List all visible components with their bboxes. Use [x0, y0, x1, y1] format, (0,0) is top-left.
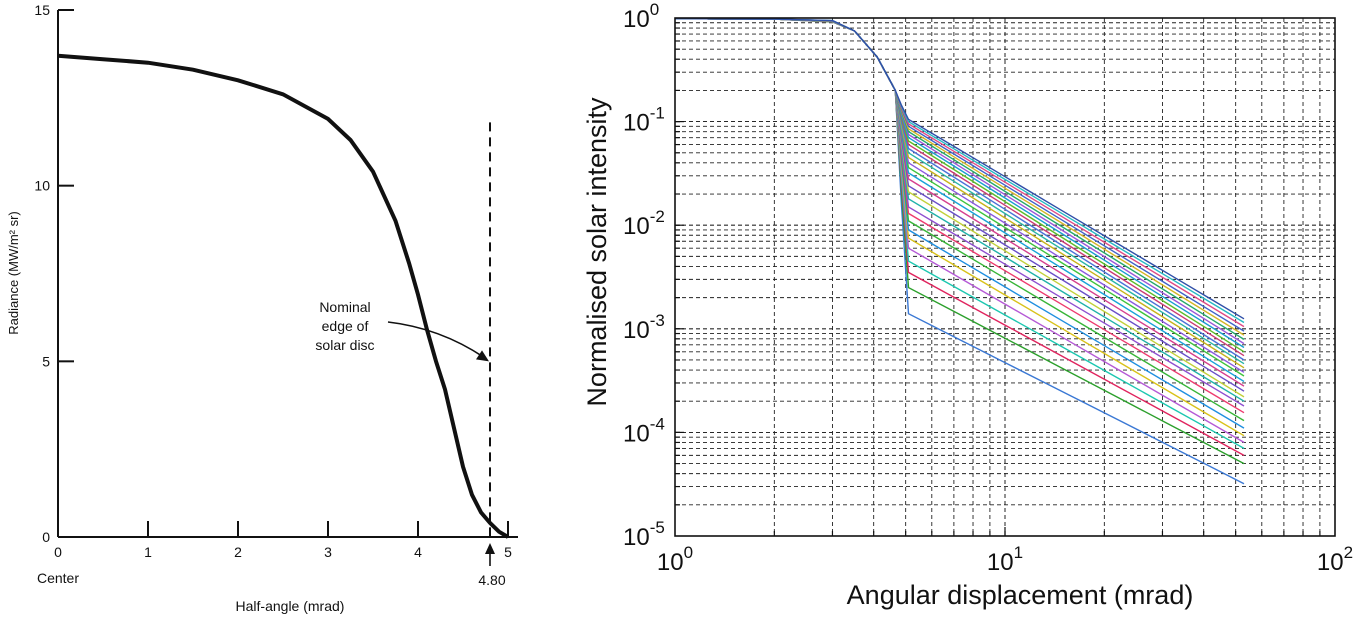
intensity-series-line: [674, 18, 1245, 407]
edge-value-arrowhead: [485, 543, 495, 554]
intensity-series-line: [674, 18, 1245, 365]
intensity-series-line: [674, 18, 1245, 357]
radiance-curve: [57, 53, 510, 539]
left-x-tick-label: 3: [324, 544, 332, 560]
center-label: Center: [37, 570, 79, 586]
right-y-tick-label: 10-4: [623, 414, 665, 447]
left-x-tick-label: 4: [414, 544, 422, 560]
intensity-series-line: [674, 18, 1245, 387]
intensity-series-line: [674, 18, 1245, 444]
edge-value-label: 4.80: [478, 572, 505, 588]
intensity-series-line: [674, 18, 1245, 324]
intensity-series-line: [674, 18, 1245, 437]
right-x-tick-label: 100: [657, 543, 693, 576]
right-y-tick-label: 10-3: [623, 311, 665, 344]
left-x-tick-label: 5: [504, 544, 512, 560]
left-y-tick-label: 10: [34, 178, 50, 194]
intensity-series-line: [674, 18, 1245, 320]
edge-note-line-1: Nominal: [319, 299, 370, 315]
right-intensity-chart: 100 101 102 100 10-1 10-2 10-3 10-4 10-5 Angular…: [582, 0, 1353, 610]
right-y-tick-label: 10-1: [623, 104, 665, 137]
right-y-axis-label: Normalised solar intensity: [582, 97, 612, 407]
right-y-tick-label: 10-2: [623, 207, 665, 240]
intensity-series-line: [674, 18, 1245, 414]
left-x-tick-label: 2: [234, 544, 242, 560]
right-x-tick-label: 101: [987, 543, 1023, 576]
right-y-tick-label: 100: [623, 0, 659, 33]
right-y-tick-label: 10-5: [623, 518, 665, 551]
intensity-series-line: [674, 18, 1245, 369]
left-y-tick-label: 5: [42, 353, 50, 369]
left-x-axis-label: Half-angle (mrad): [236, 598, 345, 614]
left-y-tick-label: 15: [34, 2, 50, 18]
right-x-tick-label: 102: [1317, 543, 1353, 576]
intensity-series-line: [674, 18, 1245, 450]
edge-annotation-arrowhead: [476, 350, 489, 362]
edge-note-line-3: solar disc: [315, 337, 374, 353]
left-y-tick-label: 0: [42, 529, 50, 545]
edge-note-line-2: edge of: [322, 318, 369, 334]
left-y-axis-label: Radiance (MW/m² sr): [6, 211, 21, 335]
intensity-series-line: [674, 18, 1245, 332]
right-x-axis-label: Angular displacement (mrad): [847, 580, 1194, 610]
intensity-series-line: [674, 18, 1245, 383]
edge-annotation-arrow: [387, 321, 485, 358]
left-x-tick-label: 1: [144, 544, 152, 560]
left-x-tick-label: 0: [54, 544, 62, 560]
intensity-series-line: [674, 18, 1245, 340]
